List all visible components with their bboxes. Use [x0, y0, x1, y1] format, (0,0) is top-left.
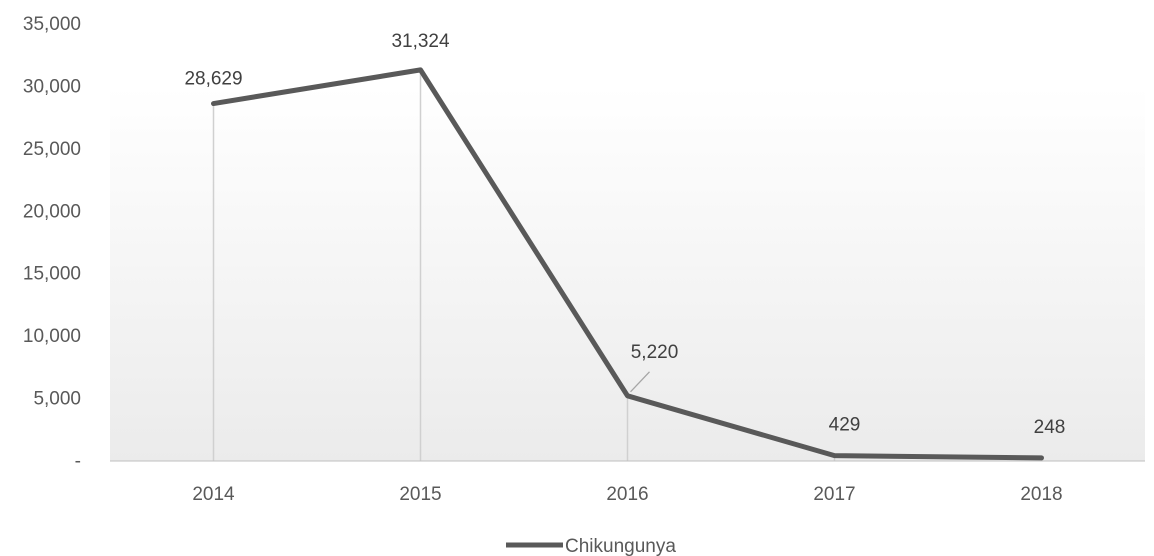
- y-tick-label: 20,000: [23, 201, 81, 222]
- data-label: 28,629: [184, 69, 242, 90]
- y-tick-label: 15,000: [23, 264, 81, 285]
- y-tick-label: 25,000: [23, 139, 81, 160]
- legend-label-chikungunya: Chikungunya: [565, 536, 676, 556]
- x-tick-label: 2014: [192, 484, 235, 505]
- y-tick-label: 30,000: [23, 76, 81, 97]
- x-tick-label: 2017: [813, 484, 855, 505]
- data-labels: 28,629 31,324 5,220 429 248: [184, 31, 1065, 438]
- y-tick-label: 10,000: [23, 326, 81, 347]
- data-label-leader-line: [630, 371, 650, 393]
- data-label: 248: [1034, 417, 1066, 438]
- x-tick-label: 2016: [606, 484, 648, 505]
- x-tick-label: 2018: [1020, 484, 1062, 505]
- data-label: 31,324: [391, 31, 450, 52]
- drop-lines: [212, 69, 1043, 461]
- y-tick-label: 5,000: [33, 389, 81, 410]
- data-label: 5,220: [631, 342, 679, 363]
- x-axis: 2014 2015 2016 2017 2018: [192, 484, 1062, 505]
- series-group: [211, 67, 1044, 461]
- y-axis: - 5,000 10,000 15,000 20,000 25,000 30,000 35,0…: [23, 14, 81, 472]
- y-tick-label: -: [75, 451, 81, 472]
- data-label: 429: [829, 415, 861, 436]
- legend: Chikungunya: [506, 536, 676, 556]
- y-tick-label: 35,000: [23, 14, 81, 35]
- x-tick-label: 2015: [399, 484, 441, 505]
